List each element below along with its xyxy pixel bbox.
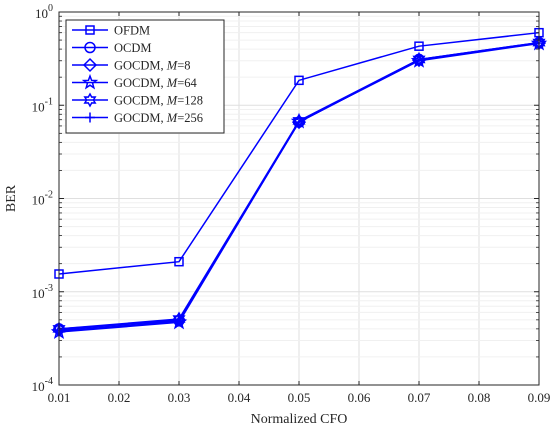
series-layer: [50, 27, 548, 340]
legend-label-variable: M: [166, 59, 178, 73]
legend-label: OCDM: [114, 41, 152, 55]
legend-label-prefix: GOCDM,: [114, 59, 167, 73]
y-tick-label: 10-3: [32, 283, 53, 301]
y-tick-base: 10: [32, 193, 45, 208]
square-marker: [414, 41, 424, 51]
y-tick-base: 10: [32, 286, 45, 301]
legend-label-variable: M: [166, 76, 178, 90]
diamond-marker: [82, 57, 98, 73]
y-tick-label: 100: [35, 3, 53, 21]
hexagram-marker: [83, 92, 97, 108]
x-tick-label: 0.04: [228, 390, 251, 405]
axis-ticks: [58, 11, 540, 386]
legend-item: GOCDM, M=128: [72, 92, 203, 108]
y-axis-title: BER: [4, 184, 19, 212]
legend-label: GOCDM, M=256: [114, 111, 203, 125]
plus-marker: [294, 117, 304, 128]
x-axis-title: Normalized CFO: [251, 412, 348, 427]
x-tick-label: 0.03: [168, 390, 191, 405]
plus-marker: [174, 316, 184, 327]
y-tick-exponent: -4: [45, 376, 53, 387]
legend-label: GOCDM, M=8: [114, 59, 191, 73]
x-tick-label: 0.01: [48, 390, 71, 405]
y-tick-base: 10: [35, 6, 48, 21]
legend-label-prefix: GOCDM,: [114, 76, 167, 90]
legend-label-variable: M: [166, 111, 178, 125]
y-tick-label: 10-2: [32, 190, 53, 208]
legend-item: GOCDM, M=64: [72, 73, 198, 90]
plus-marker: [85, 112, 95, 123]
legend-label: GOCDM, M=128: [114, 94, 203, 108]
legend-label: GOCDM, M=64: [114, 76, 198, 90]
legend-label-suffix: =256: [177, 111, 203, 125]
x-tick-label: 0.06: [348, 390, 371, 405]
x-tick-labels: 0.01 0.02 0.03 0.04 0.05 0.06 0.07 0.08 0.09: [48, 390, 550, 405]
legend-label: OFDM: [114, 24, 150, 38]
y-tick-label: 10-1: [32, 96, 53, 114]
y-tick-exponent: -2: [45, 190, 53, 201]
legend-label-suffix: =128: [177, 94, 203, 108]
plus-marker: [414, 55, 424, 66]
y-tick-base: 10: [32, 99, 45, 114]
square-marker: [294, 75, 304, 86]
y-tick-base: 10: [32, 379, 45, 394]
hexagram-marker: [412, 51, 426, 67]
legend-label-suffix: =8: [177, 59, 190, 73]
legend-item: OFDM: [72, 24, 150, 38]
series-line: [58, 31, 540, 275]
x-tick-label: 0.02: [108, 390, 131, 405]
y-tick-exponent: -1: [45, 96, 53, 107]
x-tick-label: 0.08: [468, 390, 491, 405]
x-tick-label: 0.09: [528, 390, 550, 405]
x-tick-label: 0.07: [408, 390, 431, 405]
legend-item: GOCDM, M=8: [72, 57, 191, 73]
y-tick-exponent: -3: [45, 283, 53, 294]
circle-marker: [84, 41, 96, 54]
legend-label-prefix: GOCDM,: [114, 111, 167, 125]
square-marker: [174, 256, 184, 267]
star5-marker: [81, 73, 99, 90]
legend-label-prefix: GOCDM,: [114, 94, 167, 108]
legend-label-variable: M: [166, 94, 178, 108]
legend-label-suffix: =64: [177, 76, 197, 90]
legend-item: GOCDM, M=256: [72, 111, 203, 125]
legend-item: OCDM: [72, 41, 152, 55]
y-tick-label: 10-4: [32, 376, 53, 394]
y-tick-exponent: 0: [48, 3, 53, 14]
square-marker: [85, 25, 95, 35]
legend-box: [65, 19, 225, 134]
x-tick-label: 0.05: [288, 390, 311, 405]
